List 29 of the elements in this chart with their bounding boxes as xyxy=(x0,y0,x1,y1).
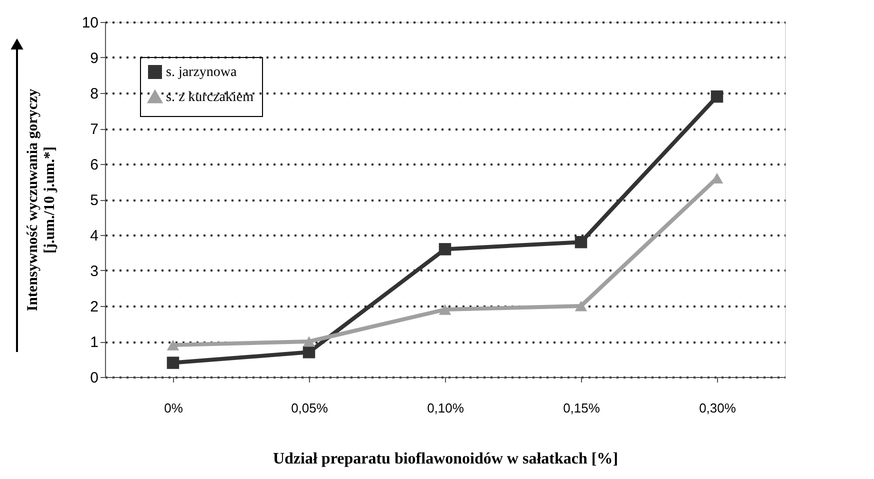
y-tick-label: 10 xyxy=(82,14,98,32)
point xyxy=(166,356,180,369)
legend-label: s. z kurczakiem xyxy=(166,90,254,105)
y-tick-label: 0 xyxy=(90,370,98,386)
x-tick-label: 0,15% xyxy=(563,400,600,416)
y-tick-label: 9 xyxy=(90,50,98,67)
point xyxy=(166,340,180,350)
point xyxy=(438,243,452,256)
y-tick-label: 5 xyxy=(90,192,98,209)
y-tick-label: 4 xyxy=(90,228,98,244)
legend-label: s. jarzynowa xyxy=(166,65,238,80)
x-axis-title: Udział preparatu bioflawonoidów w sałatkach [%] xyxy=(272,450,618,468)
point xyxy=(574,300,588,312)
y-tick-label: 3 xyxy=(90,263,98,280)
point xyxy=(302,346,316,358)
y-axis-title: Intensywność wyczuwania goryczy [j.um./10 j.um.*] xyxy=(24,88,58,312)
x-tick-label: 0,05% xyxy=(291,400,328,416)
point xyxy=(302,336,316,347)
point xyxy=(574,236,588,248)
point xyxy=(438,304,452,315)
x-tick-label: 0,10% xyxy=(427,400,464,416)
y-tick-label: 7 xyxy=(90,121,98,138)
y-tick-label: 8 xyxy=(90,86,98,102)
y-tick-label: 2 xyxy=(90,298,98,316)
x-tick-label: 0% xyxy=(164,400,184,416)
point xyxy=(710,90,724,103)
y-tick-label: 1 xyxy=(90,334,98,351)
x-tick-label: 0,30% xyxy=(699,400,736,416)
y-tick-label: 6 xyxy=(90,156,98,174)
